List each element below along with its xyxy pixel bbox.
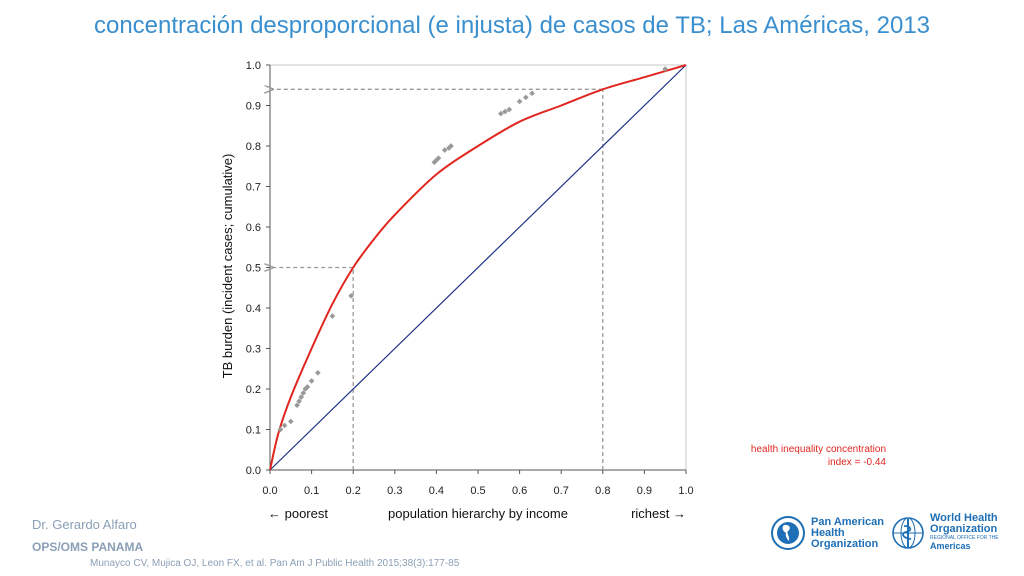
x-tick-label: 0.3 [387,485,402,497]
x-tick-label: 0.0 [262,485,277,497]
reference-lines [273,89,604,470]
paho-line-2: Health [811,526,845,539]
x-tick-label: 0.8 [595,485,610,497]
who-emblem-icon [892,516,924,549]
country-point [516,98,523,105]
who-logo: World Health Organization REGIONAL OFFIC… [890,513,999,552]
country-point [498,110,504,117]
y-tick-label: 0.4 [246,303,261,315]
country-point [300,390,307,396]
y-tick-label: 0.2 [246,384,261,396]
paho-logo-text: Pan American Health Organization [811,515,884,550]
y-tick-label: 1.0 [246,60,261,72]
x-tick-label: 1.0 [678,485,693,497]
country-point [298,394,305,400]
x-axis-label: population hierarchy by income [388,506,568,521]
note-line-2: index = -0.44 [827,457,886,468]
who-line-2: Organization [930,523,998,535]
paho-line-3: Organization [811,537,879,550]
x-tick-label: 0.1 [304,485,319,497]
country-point [287,418,294,425]
y-tick-label: 0.9 [246,101,261,113]
page-title: concentración desproporcional (e injusta… [93,12,931,39]
country-point [523,94,529,101]
country-point [348,293,354,299]
x-tick-label: 0.9 [637,485,652,497]
citation: Munayco CV, Mujica OJ, Leon FX, et al. P… [90,558,460,569]
country-point [296,398,302,404]
y-tick-label: 0.5 [246,263,261,275]
equality-line-series [269,64,687,471]
equality-line [269,64,687,471]
country-point [315,369,321,376]
who-sub: REGIONAL OFFICE FOR THE [930,535,999,541]
country-point [529,90,535,97]
y-axis-label: TB burden (incident cases; cumulative) [220,154,235,379]
country-point [294,402,300,409]
country-point [506,106,513,113]
paho-emblem-icon [771,516,805,550]
country-point [435,155,442,161]
who-line-1: World Health [930,512,998,524]
y-tick-label: 0.8 [246,141,261,153]
country-point [502,108,508,115]
who-region: Americas [930,541,971,551]
x-tick-label: 0.5 [470,485,485,497]
y-tick-label: 0.1 [246,425,261,437]
country-point [441,147,448,153]
paho-line-1: Pan American [811,515,884,528]
y-tick-label: 0.6 [246,222,261,234]
country-points-series [277,66,669,433]
country-point [281,422,288,429]
x-tick-label: 0.6 [512,485,527,497]
y-tick-label: 0.7 [246,182,261,194]
x-left-label: ← poorest [268,506,328,521]
x-right-label: richest → [631,506,686,521]
who-logo-text: World Health Organization REGIONAL OFFIC… [930,513,999,552]
y-tick-label: 0.0 [246,465,261,477]
note-line-1: health inequality concentration [750,444,886,455]
x-tick-label: 0.4 [429,485,444,497]
x-tick-labels: 0.0 0.1 0.2 0.3 0.4 0.5 0.6 0.7 0.8 0.9 1.0 [262,470,694,497]
country-point [277,426,284,433]
author-org: OPS/OMS PANAMA [32,540,144,554]
country-point [329,313,336,319]
author-name: Dr. Gerardo Alfaro [32,517,137,532]
paho-logo: Pan American Health Organization [770,515,884,551]
country-point [662,66,669,72]
country-point [448,143,454,149]
concentration-curve [269,64,687,471]
x-tick-label: 0.7 [554,485,569,497]
concentration-curve-series [269,64,687,471]
country-point [308,378,315,384]
country-point [304,384,311,390]
x-tick-label: 0.2 [346,485,361,497]
concentration-index-note: health inequality concentration index = … [690,443,886,469]
y-tick-label: 0.3 [246,344,261,356]
y-tick-labels: 0.0 0.1 0.2 0.3 0.4 0.5 0.6 0.7 0.8 0.9 1.0 [246,60,270,477]
